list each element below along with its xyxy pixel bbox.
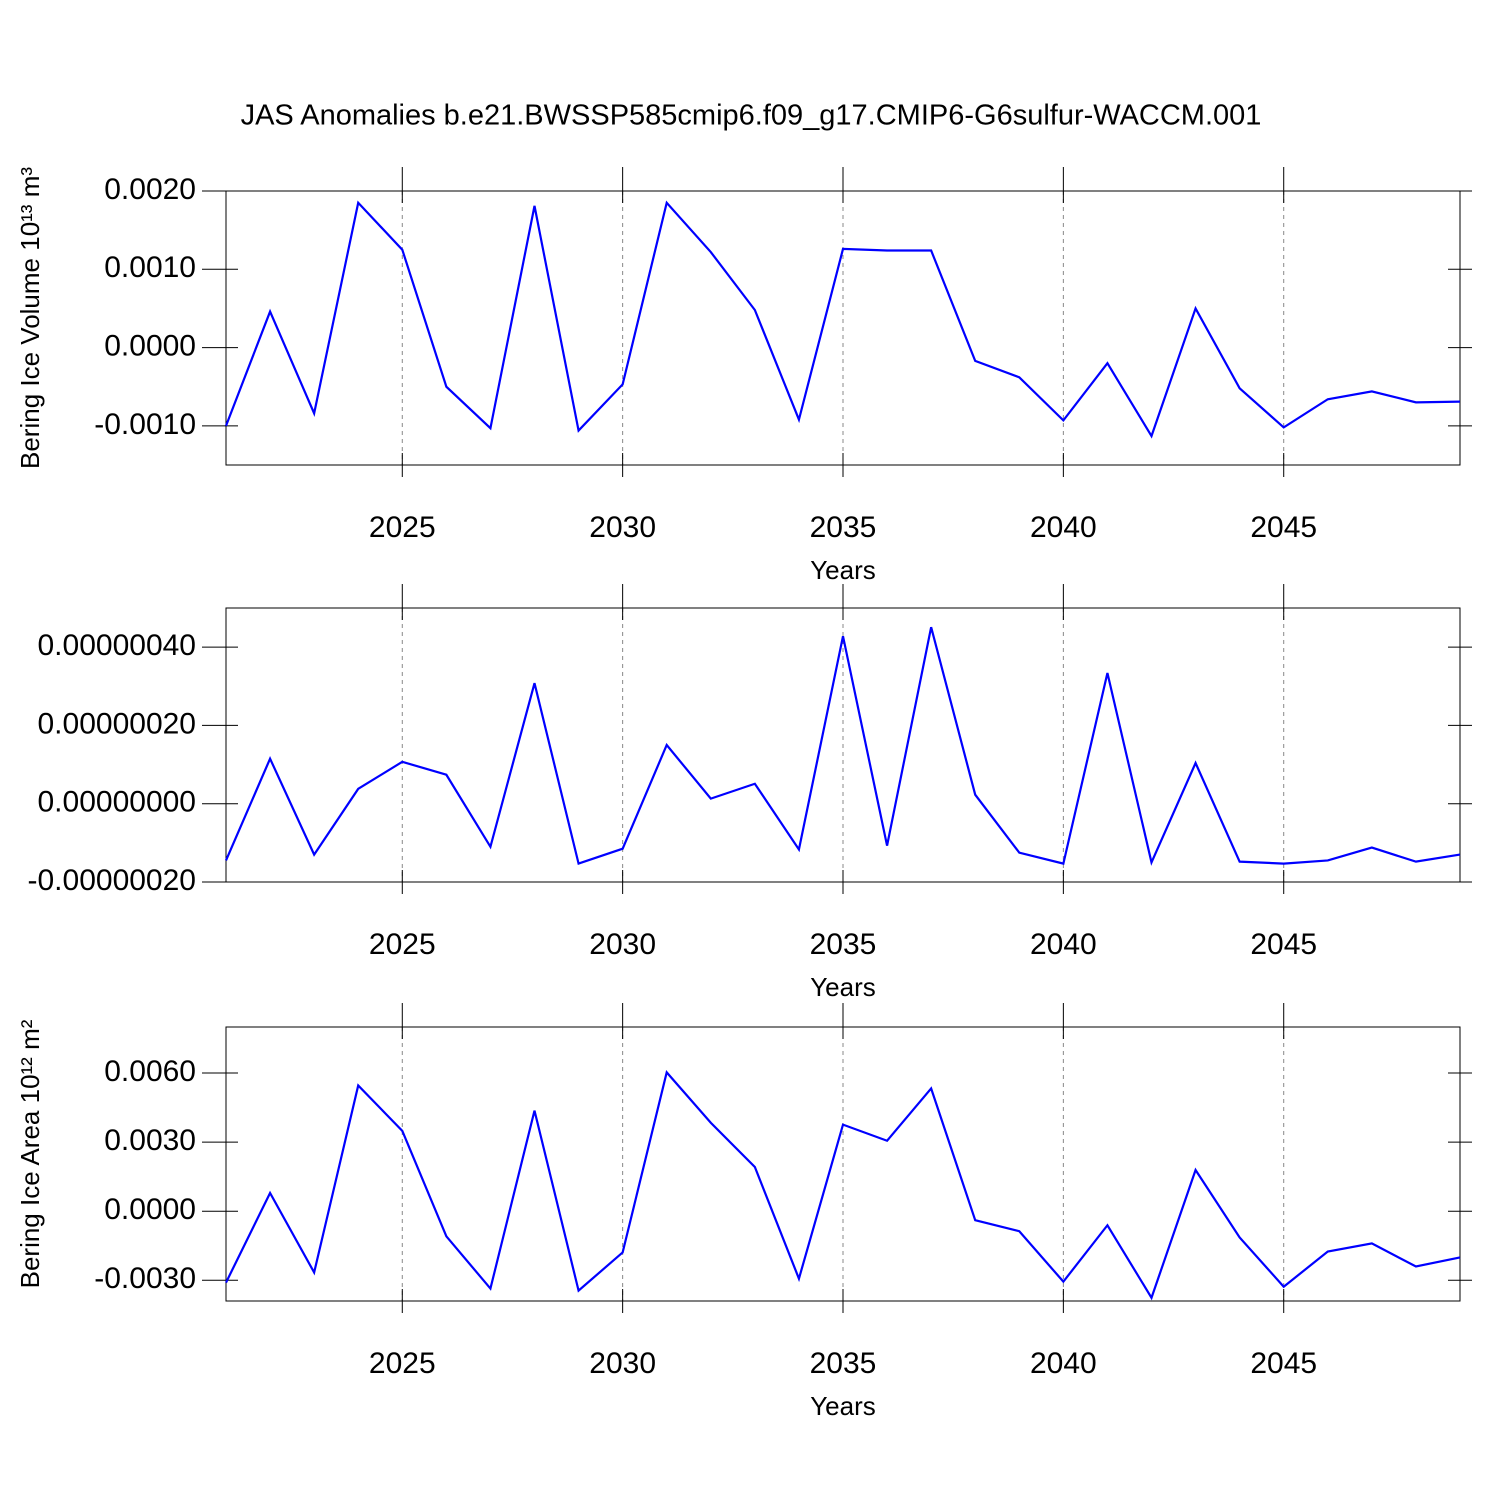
y-tick-label: 0.0020: [104, 173, 196, 206]
data-line: [224, 626, 1461, 866]
y-tick-label: 0.0000: [104, 329, 196, 362]
plot-frame: [225, 190, 1461, 466]
y-axis-label: Bering Ice Volume 10¹³ m³: [15, 167, 45, 469]
plot-frame: [225, 607, 1461, 883]
plot-frame: [225, 1026, 1461, 1302]
x-tick-label: 2045: [1250, 1347, 1317, 1380]
y-tick-label: -0.0010: [94, 408, 196, 441]
x-axis-label: Years: [810, 1391, 876, 1421]
y-tick-label: 0.0000: [104, 1193, 196, 1226]
y-axis-label: Bering Ice Area 10¹² m²: [15, 1019, 45, 1288]
x-tick-label: 2035: [810, 1347, 877, 1380]
x-tick-label: 2040: [1030, 511, 1097, 544]
x-tick-label: 2025: [369, 1347, 436, 1380]
x-tick-label: 2030: [589, 511, 656, 544]
y-tick-label: -0.00000020: [28, 864, 197, 897]
y-tick-label: 0.0030: [104, 1124, 196, 1157]
x-axis-label: Years: [810, 972, 876, 1002]
data-line: [224, 200, 1461, 439]
y-tick-label: 0.00000020: [38, 707, 197, 740]
x-tick-label: 2045: [1250, 928, 1317, 961]
y-tick-label: 0.0060: [104, 1055, 196, 1088]
x-axis-label: Years: [810, 555, 876, 585]
y-tick-label: 0.00000040: [38, 629, 197, 662]
x-tick-label: 2040: [1030, 1347, 1097, 1380]
y-tick-label: 0.00000000: [38, 786, 197, 819]
x-tick-label: 2040: [1030, 928, 1097, 961]
x-tick-label: 2030: [589, 928, 656, 961]
data-line: [225, 1070, 1461, 1301]
y-tick-label: -0.0030: [94, 1262, 196, 1295]
x-tick-label: 2035: [810, 928, 877, 961]
y-tick-label: 0.0010: [104, 251, 196, 284]
chart-title: JAS Anomalies b.e21.BWSSP585cmip6.f09_g1…: [241, 100, 1262, 132]
x-tick-label: 2035: [810, 511, 877, 544]
x-tick-label: 2025: [369, 928, 436, 961]
x-tick-label: 2030: [589, 1347, 656, 1380]
x-tick-label: 2045: [1250, 511, 1317, 544]
x-tick-label: 2025: [369, 511, 436, 544]
